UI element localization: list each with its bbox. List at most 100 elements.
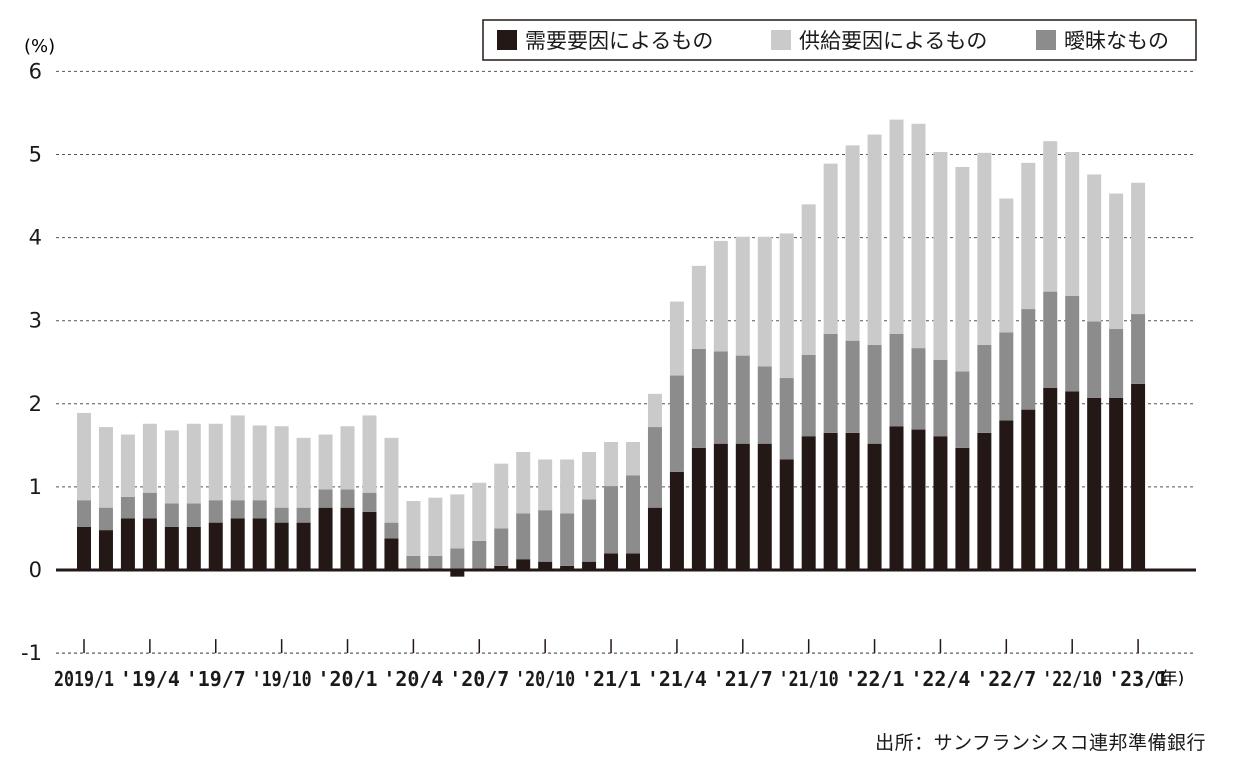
bar-segment — [230, 415, 245, 501]
bar-segment — [120, 518, 135, 570]
bar-segment — [867, 134, 882, 345]
bar-segment — [98, 507, 113, 531]
bar-segment — [274, 522, 289, 570]
bar-segment — [560, 459, 575, 514]
bar-segment — [889, 119, 904, 334]
bar-segment — [230, 518, 245, 570]
bar-segment — [538, 561, 553, 570]
legend: 需要要因によるもの 供給要因によるもの 曖昧なもの — [482, 19, 1197, 61]
y-tick-label: 4 — [29, 226, 42, 250]
x-tick-label: '21/1 — [581, 667, 641, 691]
bar-segment — [582, 451, 597, 500]
bar-segment — [1021, 309, 1036, 410]
bar-segment — [801, 204, 816, 355]
bar-segment — [1043, 388, 1058, 570]
bar-segment — [164, 526, 179, 570]
bar-segment — [911, 429, 926, 570]
bar-segment — [933, 436, 948, 570]
bar-segment — [691, 447, 706, 570]
bar-segment — [362, 415, 377, 493]
bar-segment — [999, 198, 1014, 333]
bar-segment — [296, 522, 311, 570]
bar-segment — [340, 507, 355, 570]
x-tick-label: '20/4 — [383, 667, 443, 691]
bar-segment — [735, 443, 750, 570]
bar-segment — [845, 340, 860, 433]
bar-segment — [757, 236, 772, 367]
bar-segment — [1109, 193, 1124, 330]
bar-segment — [691, 265, 706, 349]
bar-segment — [1131, 182, 1146, 315]
bar-segment — [713, 351, 728, 444]
bar-segment — [384, 522, 399, 539]
bar-segment — [669, 301, 684, 376]
x-tick-label: '21/7 — [713, 667, 773, 691]
bar-segment — [845, 145, 860, 341]
bar-segment — [933, 152, 948, 360]
bar-segment — [801, 354, 816, 437]
bar-segment — [1087, 321, 1102, 398]
bar-segment — [77, 526, 91, 570]
bar-segment — [252, 425, 267, 501]
bar-segment — [889, 426, 904, 570]
bar-segment — [516, 451, 531, 514]
bar-segment — [626, 442, 640, 476]
bar-segment — [582, 561, 597, 570]
bar-segment — [450, 548, 465, 570]
legend-label: 曖昧なもの — [1064, 29, 1169, 53]
bar-segment — [801, 436, 816, 570]
bar-segment — [955, 371, 970, 448]
x-tick-label: 2019/1 — [54, 667, 114, 691]
bar-segment — [318, 434, 333, 490]
bar-segment — [252, 518, 267, 570]
y-unit-label: (%) — [24, 36, 55, 57]
bar-segment — [142, 423, 157, 493]
bar-segment — [1065, 152, 1080, 296]
bar-segment — [494, 463, 509, 529]
bar-segment — [647, 427, 662, 508]
x-tick-label: '20/10 — [515, 667, 575, 691]
bar-segment — [186, 526, 201, 570]
bar-segment — [735, 236, 750, 356]
bar-segment — [340, 426, 355, 490]
bar-segment — [428, 497, 443, 556]
x-tick-label: '21/10 — [779, 667, 839, 691]
bar-segment — [647, 507, 662, 570]
bar-segment — [186, 503, 201, 527]
x-tick-label: '22/1 — [845, 667, 905, 691]
bar-segment — [757, 443, 772, 570]
y-tick-label: 3 — [29, 309, 42, 333]
x-tick-label: '20/7 — [449, 667, 509, 691]
bar-segment — [933, 359, 948, 437]
bar-segment — [955, 447, 970, 570]
bar-segment — [450, 570, 465, 577]
bar-segment — [384, 437, 399, 523]
bar-segment — [252, 500, 267, 519]
bar-segment — [889, 333, 904, 427]
bar-segment — [713, 443, 728, 570]
bar-segment — [472, 540, 487, 570]
bar-segment — [362, 511, 377, 570]
bar-segment — [1131, 383, 1146, 570]
bar-segment — [428, 555, 443, 570]
bar-segment — [362, 492, 377, 512]
bar-segment — [142, 492, 157, 519]
bar-segment — [713, 240, 728, 352]
legend-swatch — [1036, 30, 1056, 50]
bar-segment — [647, 393, 662, 428]
bar-segment — [977, 432, 992, 570]
bar-segment — [77, 500, 91, 527]
bar-segment — [77, 412, 91, 501]
bar-segment — [120, 434, 135, 497]
bar-segment — [538, 510, 553, 562]
source-note: 出所：サンフランシスコ連邦準備銀行 — [875, 732, 1206, 754]
bar-segment — [977, 344, 992, 433]
bar-segment — [604, 442, 619, 487]
bar-segment — [867, 344, 882, 444]
bar-segment — [296, 437, 311, 508]
x-tick-label: '19/7 — [186, 667, 246, 691]
y-tick-labels: -1 0 1 2 3 4 5 6 — [21, 59, 42, 665]
bar-segment — [296, 507, 311, 523]
bar-segment — [516, 559, 531, 570]
